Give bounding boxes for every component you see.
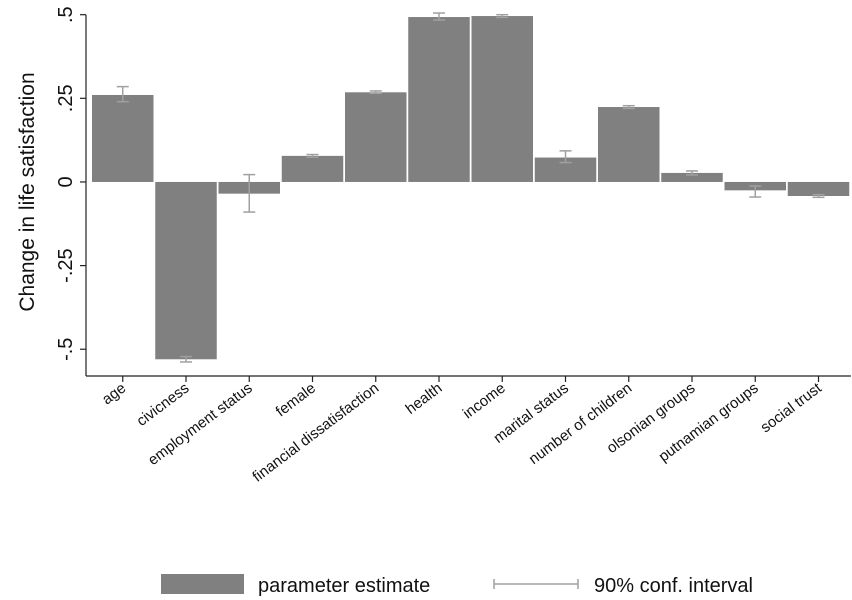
ci-employment-status — [243, 173, 256, 213]
ci-civicness — [180, 355, 192, 363]
axes-group — [85, 14, 851, 377]
bar-civicness — [155, 181, 217, 360]
y-tick-label: -.5 — [55, 338, 77, 361]
bar-female — [281, 155, 344, 182]
ci-female — [306, 153, 319, 158]
x-tick-label-social-trust: social trust — [757, 379, 825, 436]
ci-age — [116, 85, 129, 103]
legend-label-parameter-estimate: parameter estimate — [258, 575, 430, 597]
ci-olsonian-groups — [686, 170, 698, 176]
y-axis-title: Change in life satisfaction — [16, 72, 39, 311]
confidence-intervals-group — [116, 12, 825, 363]
y-tick-label: 0 — [55, 176, 77, 187]
ci-income — [496, 13, 509, 19]
bar-age — [92, 94, 154, 182]
x-tick-label-employment-status: employment status — [145, 380, 256, 469]
y-tick-label: .5 — [55, 6, 77, 23]
x-tick-label-age: age — [99, 380, 129, 409]
y-tick-label: .25 — [55, 84, 77, 112]
bar-number-of-children — [598, 107, 660, 182]
bars-group — [92, 16, 850, 360]
x-tick-label-female: female — [273, 380, 319, 421]
legend-swatch-parameter-estimate — [161, 574, 244, 594]
y-tick-label: -.25 — [55, 248, 77, 282]
ci-putnamian-groups — [749, 185, 762, 198]
x-tick-label-income: income — [460, 380, 509, 423]
ci-financial-dissatisfaction — [369, 90, 382, 95]
bar-social-trust — [787, 181, 850, 197]
bar-health — [408, 17, 470, 182]
legend-swatch-conf-interval — [493, 579, 579, 589]
ci-social-trust — [812, 193, 825, 199]
bar-financial-dissatisfaction — [345, 92, 407, 182]
ci-marital-status — [559, 150, 572, 164]
x-tick-label-health: health — [403, 380, 446, 418]
ci-health — [433, 12, 445, 21]
ci-number-of-children — [622, 104, 635, 110]
legend: parameter estimate 90% conf. interval — [161, 574, 753, 597]
legend-label-conf-interval: 90% conf. interval — [594, 575, 753, 597]
bar-olsonian-groups — [661, 172, 723, 182]
x-tick-label-civicness: civicness — [134, 380, 193, 430]
x-tick-label-number-of-children: number of children — [526, 380, 635, 468]
y-ticks-group: .5 .25 0 -.25 -.5 — [55, 6, 86, 361]
bar-income — [471, 16, 533, 182]
